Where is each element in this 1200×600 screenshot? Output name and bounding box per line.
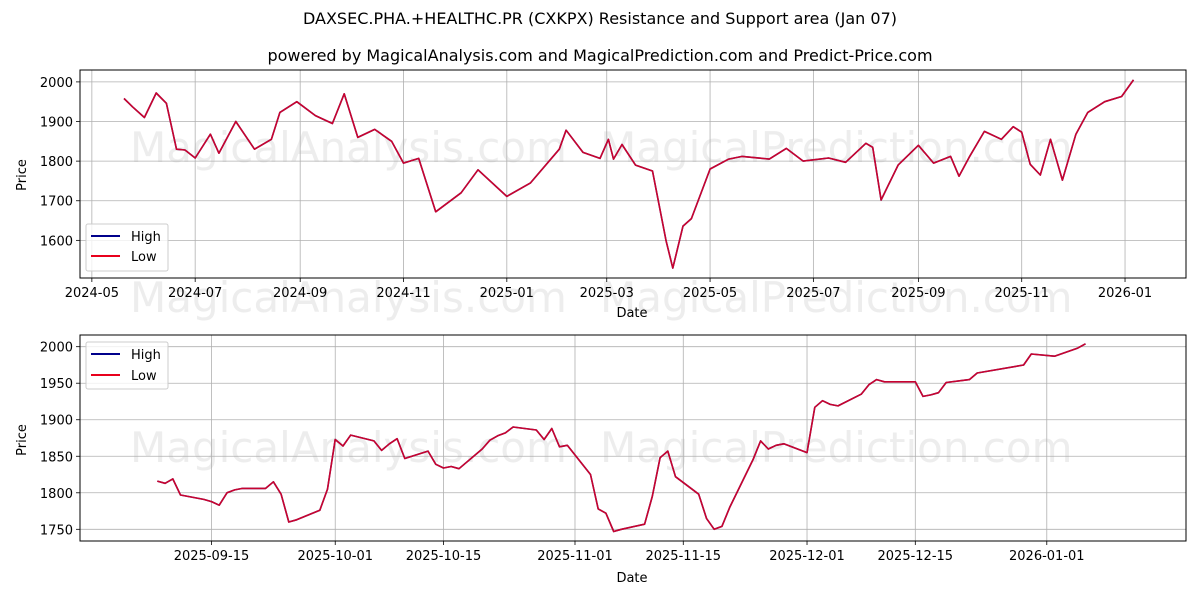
x-tick-label: 2025-11	[995, 286, 1049, 301]
series-low-line	[123, 79, 1135, 269]
x-tick-label: 2025-11-01	[537, 549, 613, 564]
chart-title: DAXSEC.PHA.+HEALTHC.PR (CXKPX) Resistanc…	[302, 9, 897, 28]
y-tick-label: 2000	[40, 76, 73, 91]
grid	[80, 335, 1186, 541]
x-tick-label: 2025-10-15	[406, 549, 482, 564]
y-tick-label: 1600	[40, 234, 73, 249]
x-tick-label: 2024-09	[273, 286, 327, 301]
y-tick-label: 1800	[40, 487, 73, 502]
y-tick-label: 1850	[40, 450, 73, 465]
x-tick-label: 2025-09	[891, 286, 945, 301]
top-panel: MagicalAnalysis.com MagicalPrediction.co…	[15, 69, 1187, 322]
x-tick-label: 2024-05	[65, 286, 119, 301]
x-tick-label: 2025-12-01	[769, 549, 845, 564]
x-tick-label: 2024-07	[168, 286, 222, 301]
axes-frame	[79, 69, 1187, 279]
x-tick-label: 2026-01	[1098, 286, 1152, 301]
x-axis-label: Date	[616, 306, 647, 321]
series-lines	[123, 79, 1135, 269]
x-tick-label: 2025-09-15	[174, 549, 250, 564]
x-tick-label: 2025-05	[683, 286, 737, 301]
legend: High Low	[85, 223, 169, 272]
watermark-right-bottom: MagicalPrediction.com	[600, 423, 1073, 472]
watermark-left-lower: MagicalAnalysis.com	[130, 273, 567, 322]
y-tick-label: 2000	[40, 341, 73, 356]
watermark-left-bottom: MagicalAnalysis.com	[130, 423, 567, 472]
x-tick-label: 2025-03	[580, 286, 634, 301]
legend: High Low	[85, 341, 169, 390]
chart-subtitle: powered by MagicalAnalysis.com and Magic…	[267, 46, 933, 65]
y-axis-label: Price	[15, 424, 30, 456]
series-low-line	[157, 343, 1086, 533]
series-lines	[157, 343, 1086, 533]
axis-ticks: 2025-09-15 2025-10-01 2025-10-15 2025-11-01…	[40, 341, 1085, 564]
x-tick-label: 2025-01	[480, 286, 534, 301]
x-tick-label: 2026-01-01	[1009, 549, 1085, 564]
x-tick-label: 2025-12-15	[878, 549, 954, 564]
legend-low-label: Low	[131, 369, 157, 384]
y-tick-label: 1950	[40, 377, 73, 392]
x-tick-label: 2024-11	[376, 286, 430, 301]
y-tick-label: 1900	[40, 414, 73, 429]
x-tick-label: 2025-07	[786, 286, 840, 301]
watermark-right-lower: MagicalPrediction.com	[600, 273, 1073, 322]
axes-frame	[79, 334, 1187, 542]
series-high-line	[123, 79, 1135, 269]
legend-high-label: High	[131, 230, 161, 245]
x-tick-label: 2025-11-15	[645, 549, 721, 564]
grid	[80, 70, 1186, 278]
y-tick-label: 1700	[40, 195, 73, 210]
y-axis-label: Price	[15, 159, 30, 191]
bottom-panel: MagicalAnalysis.com MagicalPrediction.co…	[15, 334, 1187, 586]
axis-ticks: 2024-05 2024-07 2024-09 2024-11 2025-01 2025-…	[40, 76, 1152, 301]
y-tick-label: 1900	[40, 116, 73, 131]
legend-low-label: Low	[131, 250, 157, 265]
y-tick-label: 1800	[40, 155, 73, 170]
y-tick-label: 1750	[40, 523, 73, 538]
watermark-right: MagicalPrediction.com	[600, 123, 1073, 172]
legend-high-label: High	[131, 348, 161, 363]
x-axis-label: Date	[616, 571, 647, 586]
x-tick-label: 2025-10-01	[297, 549, 373, 564]
